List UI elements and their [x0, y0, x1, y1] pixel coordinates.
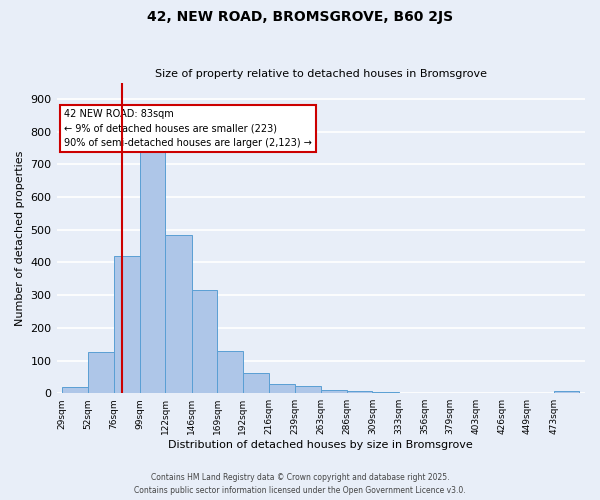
Bar — [242, 373, 269, 393]
Bar — [269, 384, 295, 393]
Bar — [192, 290, 217, 393]
Text: Contains HM Land Registry data © Crown copyright and database right 2025.
Contai: Contains HM Land Registry data © Crown c… — [134, 474, 466, 495]
Y-axis label: Number of detached properties: Number of detached properties — [15, 150, 25, 326]
Text: 42 NEW ROAD: 83sqm
← 9% of detached houses are smaller (223)
90% of semi-detache: 42 NEW ROAD: 83sqm ← 9% of detached hous… — [64, 108, 312, 148]
Bar — [62, 386, 88, 393]
Bar — [140, 152, 165, 393]
Bar — [347, 390, 372, 393]
Bar — [165, 234, 192, 393]
Title: Size of property relative to detached houses in Bromsgrove: Size of property relative to detached ho… — [155, 69, 487, 79]
Bar — [372, 392, 399, 393]
X-axis label: Distribution of detached houses by size in Bromsgrove: Distribution of detached houses by size … — [169, 440, 473, 450]
Bar — [295, 386, 322, 393]
Text: 42, NEW ROAD, BROMSGROVE, B60 2JS: 42, NEW ROAD, BROMSGROVE, B60 2JS — [147, 10, 453, 24]
Bar — [554, 390, 580, 393]
Bar — [114, 256, 140, 393]
Bar — [88, 352, 114, 393]
Bar — [217, 350, 242, 393]
Bar — [322, 390, 347, 393]
